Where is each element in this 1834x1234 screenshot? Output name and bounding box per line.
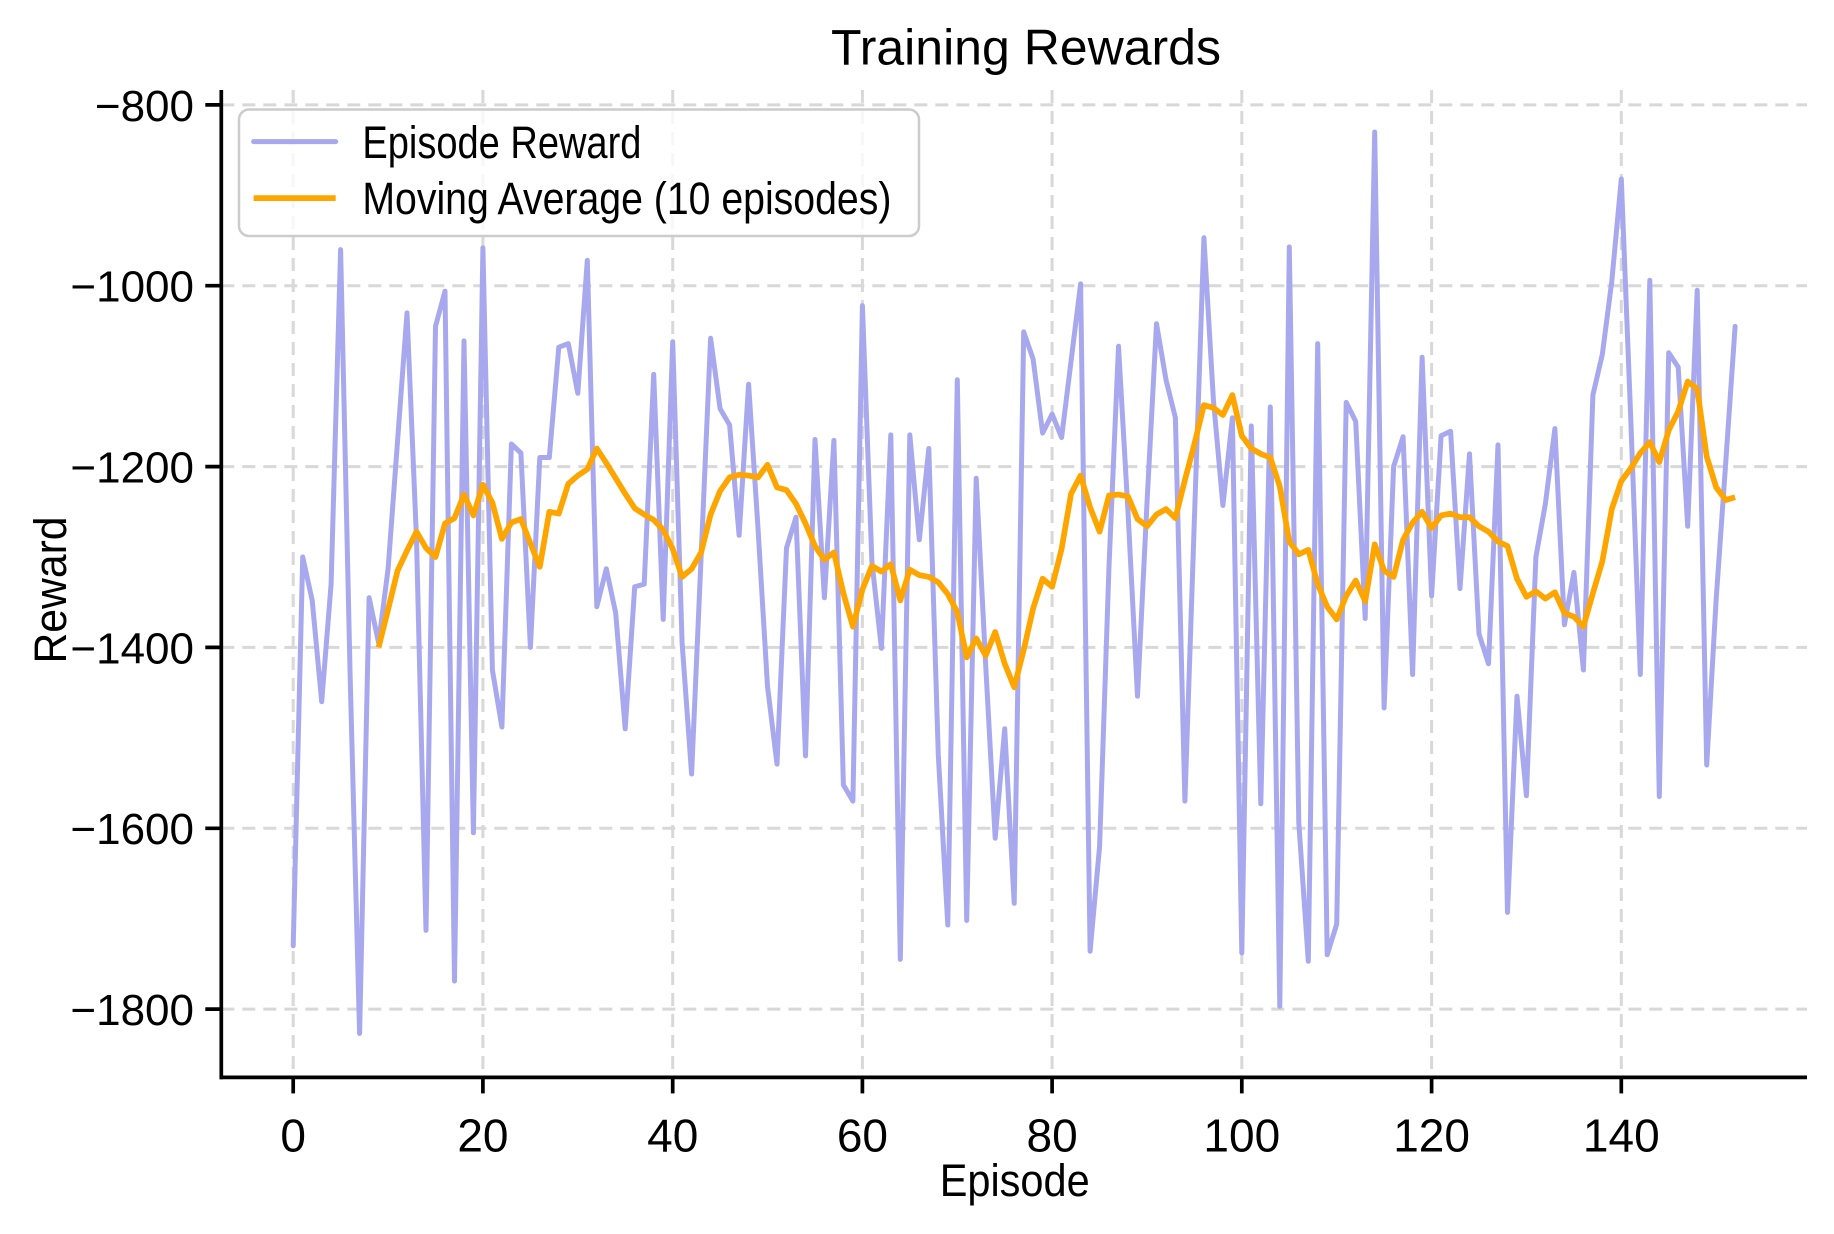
svg-text:Training Rewards: Training Rewards [831, 20, 1221, 76]
svg-text:Episode: Episode [940, 1155, 1090, 1206]
svg-text:Moving Average (10 episodes): Moving Average (10 episodes) [362, 173, 891, 224]
svg-text:−1400: −1400 [70, 624, 194, 673]
svg-text:60: 60 [837, 1110, 888, 1162]
svg-text:Reward: Reward [25, 517, 76, 664]
svg-text:140: 140 [1583, 1110, 1660, 1162]
svg-text:−1600: −1600 [70, 805, 194, 854]
svg-text:−1200: −1200 [70, 444, 194, 493]
svg-text:Episode Reward: Episode Reward [362, 117, 641, 168]
svg-text:80: 80 [1027, 1110, 1078, 1162]
svg-text:40: 40 [647, 1110, 698, 1162]
svg-text:−800: −800 [95, 82, 194, 131]
svg-text:100: 100 [1203, 1110, 1280, 1162]
svg-text:−1000: −1000 [70, 263, 194, 312]
svg-text:0: 0 [280, 1110, 306, 1162]
svg-text:120: 120 [1393, 1110, 1470, 1162]
svg-text:−1800: −1800 [70, 986, 194, 1035]
svg-text:20: 20 [457, 1110, 508, 1162]
